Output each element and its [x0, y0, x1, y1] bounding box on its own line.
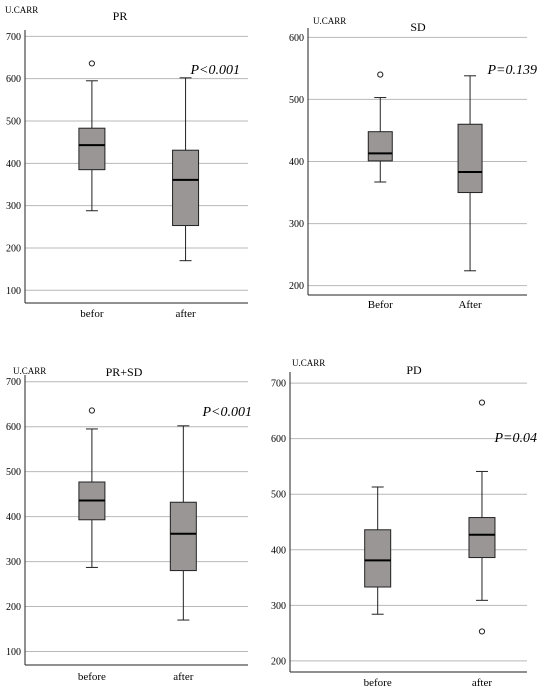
chart-title: PD — [406, 363, 422, 377]
outlier-point — [88, 60, 96, 67]
p-value-annotation: P=0.04 — [494, 431, 538, 446]
x-category-label: after — [472, 677, 492, 689]
x-category-label: befor — [80, 308, 104, 320]
p-value-annotation: P<0.001 — [202, 405, 253, 420]
y-tick-label: 600 — [6, 422, 21, 433]
y-tick-label: 300 — [271, 601, 286, 612]
y-axis-unit-label: U.CARR — [292, 358, 325, 368]
y-tick-label: 200 — [289, 281, 304, 292]
x-category-label: after — [173, 671, 193, 683]
outlier-point — [377, 71, 384, 78]
y-tick-label: 300 — [6, 557, 21, 568]
iqr-box — [457, 123, 483, 194]
x-category-label: after — [175, 308, 195, 320]
outlier-point — [478, 399, 486, 406]
y-tick-label: 500 — [271, 490, 286, 501]
iqr-box — [468, 517, 496, 559]
y-tick-label: 100 — [6, 647, 21, 658]
y-tick-label: 300 — [289, 219, 304, 230]
box-plot-panel-4: 200 300 400 500 600 700 PD U.CARR P=0.04 before af… — [271, 358, 537, 689]
x-category-label: before — [78, 671, 106, 683]
iqr-box — [367, 131, 393, 162]
x-category-label: before — [364, 677, 392, 689]
chart-title: PR+SD — [106, 365, 143, 379]
p-value-annotation: P<0.001 — [190, 63, 241, 78]
x-category-label: Befor — [368, 299, 393, 311]
box-plot-panel-1: 100 200 300 400 500 600 700 PR U.CARR P<0.001 befo… — [5, 5, 248, 320]
y-tick-label: 700 — [6, 377, 21, 388]
y-tick-label: 700 — [6, 32, 21, 43]
chart-title: SD — [410, 20, 426, 34]
y-tick-label: 200 — [6, 243, 21, 254]
y-axis-unit-label: U.CARR — [5, 5, 38, 15]
iqr-box — [172, 149, 200, 227]
iqr-box — [78, 127, 106, 171]
y-tick-label: 500 — [6, 467, 21, 478]
p-value-annotation: P=0.139 — [487, 63, 538, 78]
iqr-box — [169, 501, 197, 572]
outlier-point — [478, 628, 486, 635]
y-tick-label: 600 — [271, 434, 286, 445]
y-tick-label: 400 — [271, 545, 286, 556]
y-tick-label: 400 — [6, 159, 21, 170]
y-axis-unit-label: U.CARR — [313, 16, 346, 26]
x-category-label: After — [458, 299, 482, 311]
box-plot-panel-3: 100 200 300 400 500 600 700 PR+SD U.CARR P<0.001 b… — [6, 365, 252, 683]
y-tick-label: 500 — [289, 95, 304, 106]
y-tick-label: 600 — [289, 33, 304, 44]
y-tick-label: 200 — [271, 656, 286, 667]
y-axis-unit-label: U.CARR — [13, 366, 46, 376]
outlier-point — [88, 407, 96, 414]
box-plot-panel-2: 200 300 400 500 600 SD U.CARR P=0.139 Befor After — [289, 16, 537, 311]
y-tick-label: 600 — [6, 74, 21, 85]
y-tick-label: 500 — [6, 117, 21, 128]
y-tick-label: 700 — [271, 379, 286, 390]
y-tick-label: 300 — [6, 201, 21, 212]
y-tick-label: 400 — [289, 157, 304, 168]
iqr-box — [364, 529, 392, 588]
y-tick-label: 400 — [6, 512, 21, 523]
chart-title: PR — [113, 9, 128, 23]
y-tick-label: 200 — [6, 602, 21, 613]
y-tick-label: 100 — [6, 286, 21, 297]
